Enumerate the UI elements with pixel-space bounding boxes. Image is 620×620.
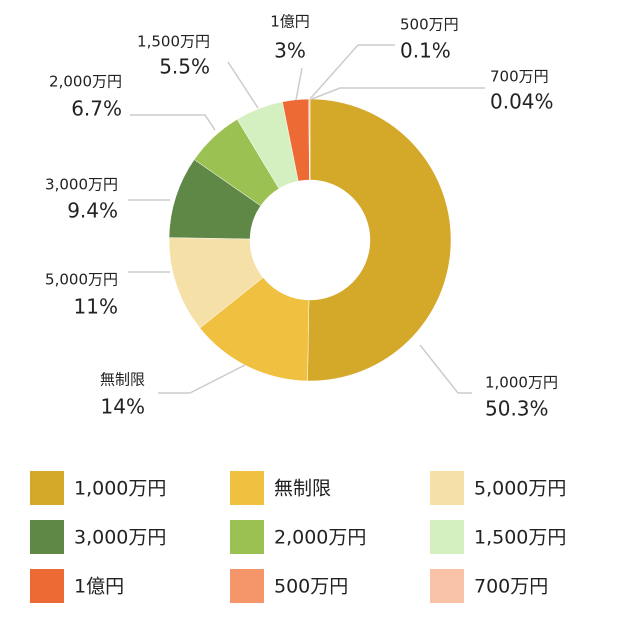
legend-label: 5,000万円 [474,478,566,500]
legend-swatch [430,520,464,554]
legend-swatch [30,569,64,603]
value-label: 0.1% [400,39,451,63]
value-label: 0.04% [490,90,554,114]
slice-label: 700万円 [490,68,549,86]
slice-label: 1,500万円 [137,33,210,51]
slice-label: 1億円 [270,13,310,31]
slice-label: 無制限 [100,371,145,389]
leader-line [227,61,259,109]
value-label: 14% [101,395,145,419]
slice-label: 500万円 [400,16,459,34]
value-label: 6.7% [71,97,122,121]
legend-swatch [430,569,464,603]
value-label: 11% [74,295,118,319]
leader-line [309,44,395,100]
legend-swatch [230,569,264,603]
value-label: 9.4% [67,199,118,223]
legend-label: 700万円 [474,576,548,598]
leader-line [158,364,246,394]
legend-swatch [430,471,464,505]
legend-swatch [30,520,64,554]
legend-label: 無制限 [274,478,331,500]
legend-label: 3,000万円 [74,527,166,549]
legend-label: 1,000万円 [74,478,166,500]
slice-label: 2,000万円 [49,73,122,91]
leader-line [311,87,485,100]
leader-line [295,67,303,101]
value-label: 50.3% [485,397,549,421]
slice-label: 1,000万円 [485,374,558,392]
legend-swatch [30,471,64,505]
slice-label: 5,000万円 [45,271,118,289]
slice [307,98,452,382]
legend-label: 1,500万円 [474,527,566,549]
value-label: 3% [274,39,306,63]
legend-label: 500万円 [274,576,348,598]
leader-line [130,114,216,131]
slice-label: 3,000万円 [45,176,118,194]
leader-line [419,344,472,394]
legend-label: 2,000万円 [274,527,366,549]
legend-label: 1億円 [74,576,124,598]
legend-swatch [230,471,264,505]
legend-swatch [230,520,264,554]
value-label: 5.5% [159,55,210,79]
